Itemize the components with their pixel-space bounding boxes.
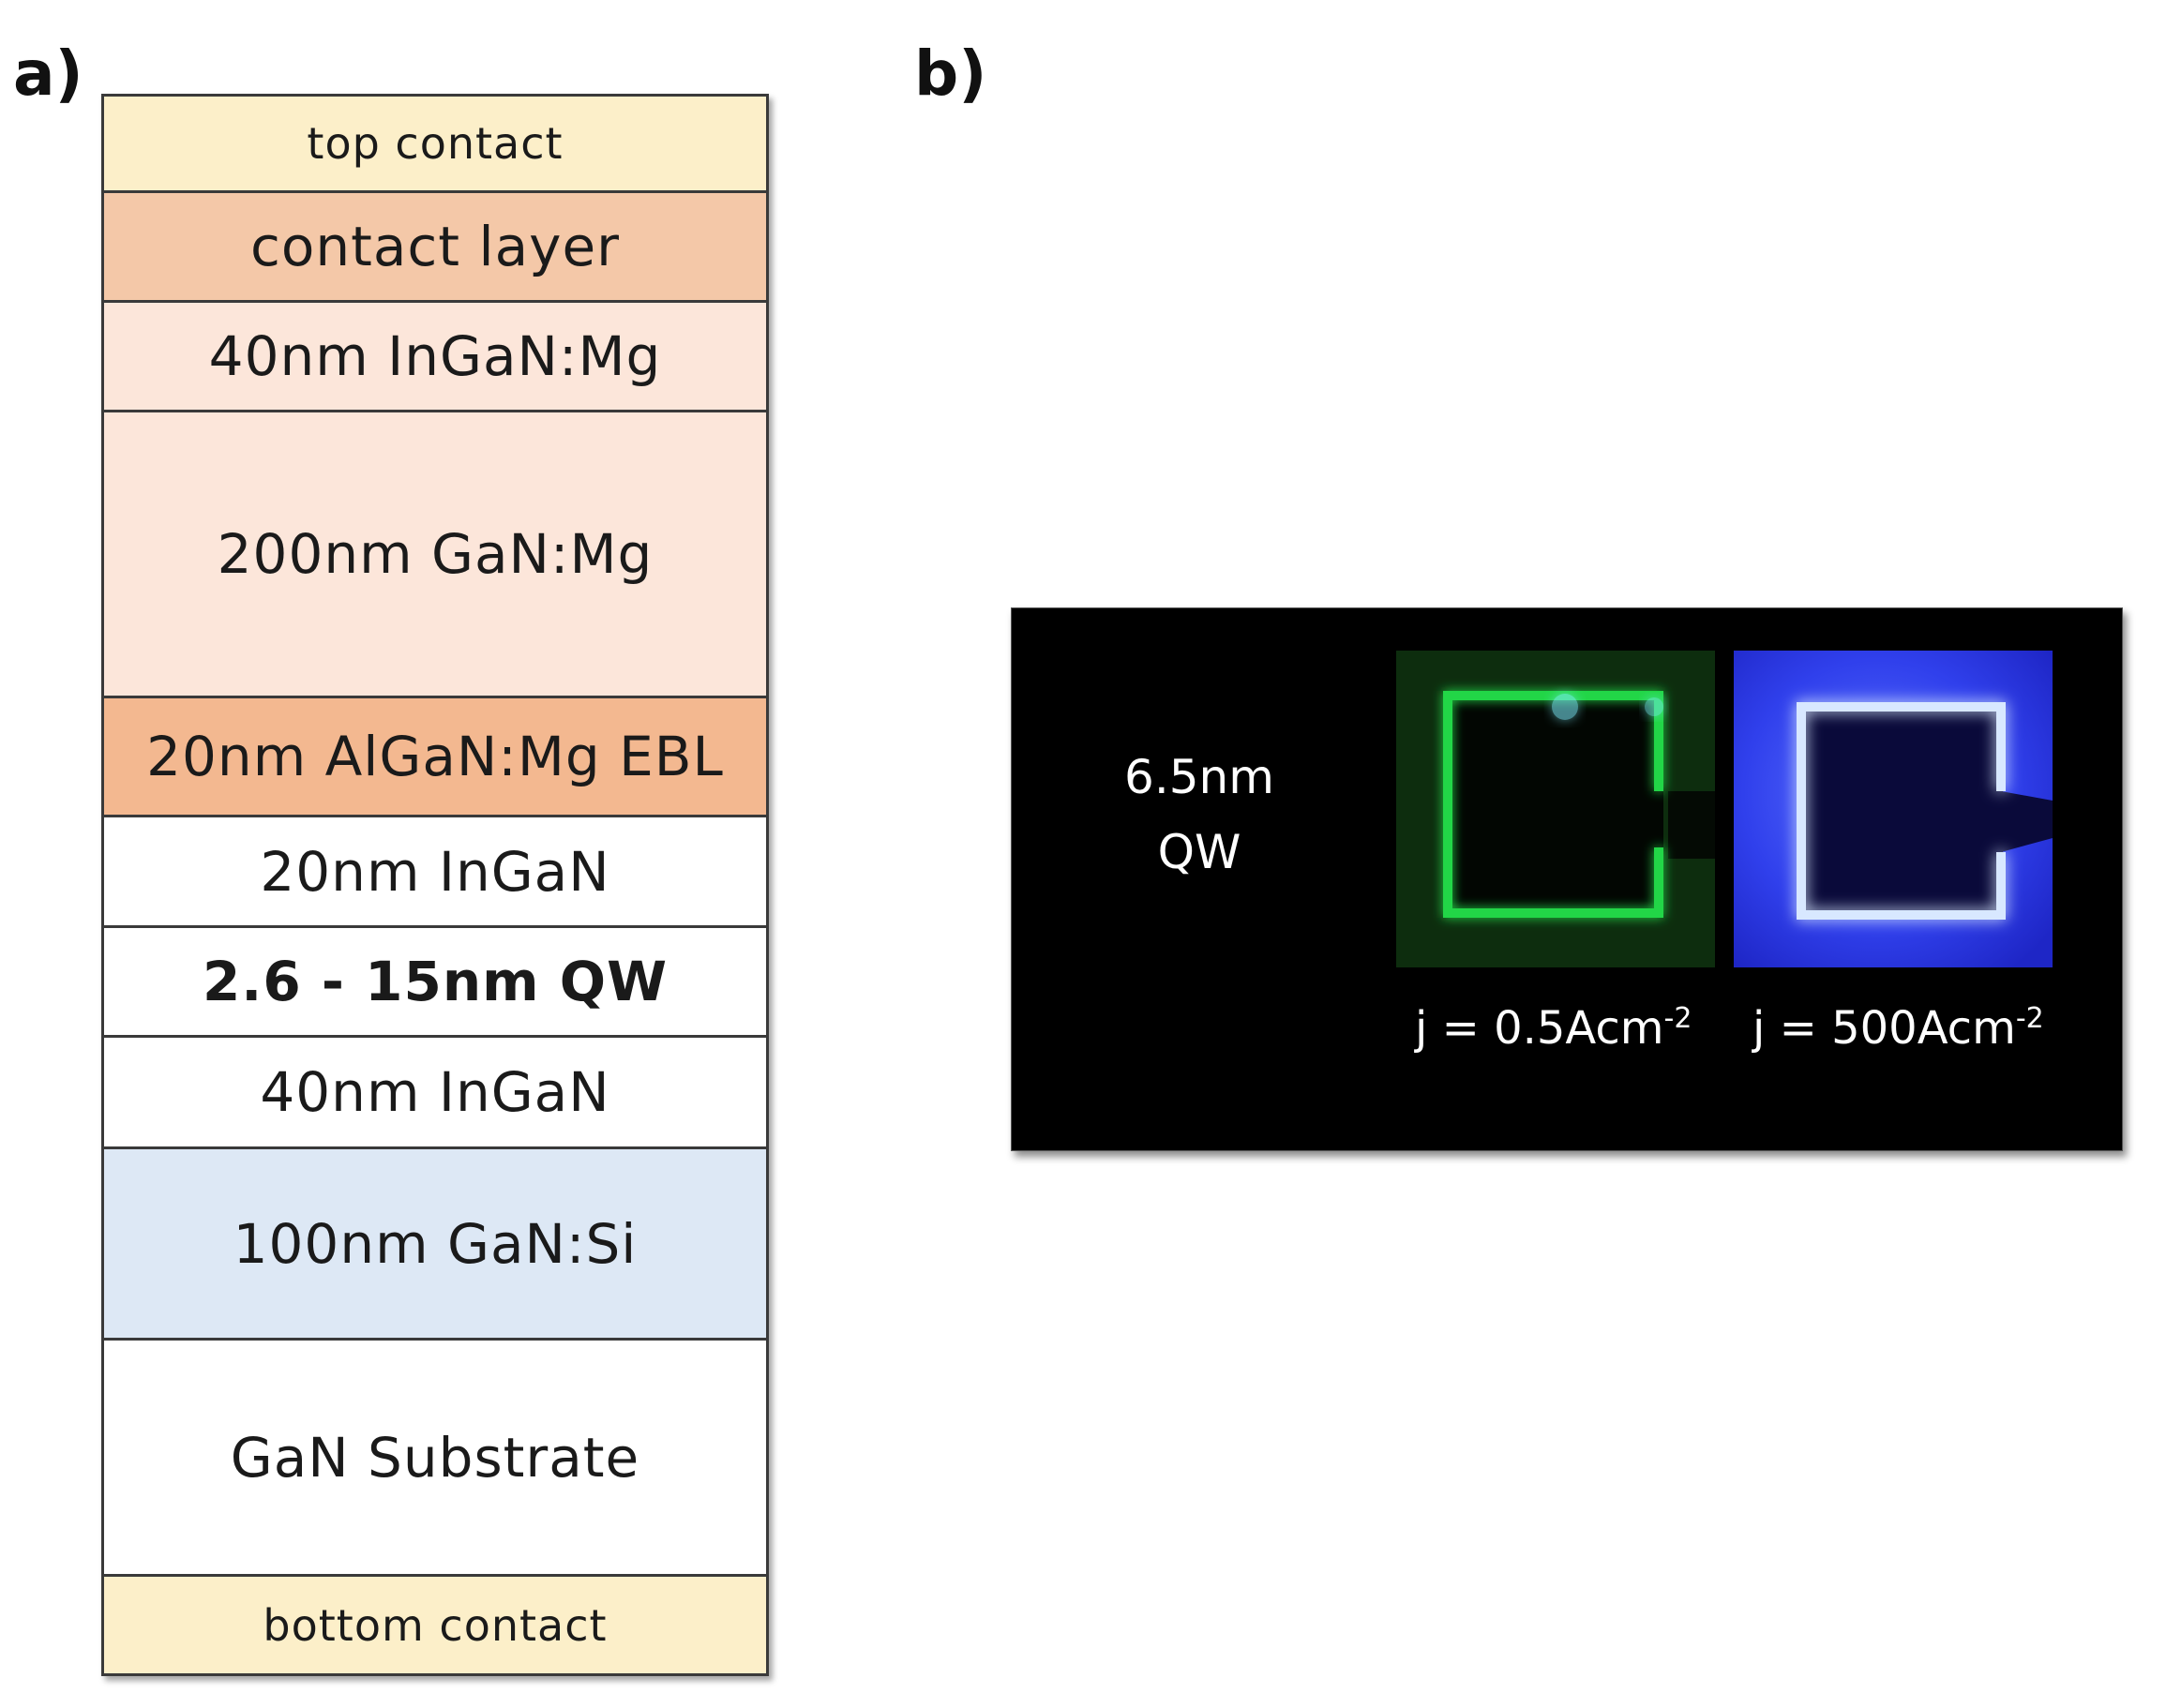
electroluminescence-photo-panel: 6.5nm QW [1011,607,2123,1151]
blue-current-density-label: j = 500Acm-2 [1752,1002,2044,1055]
green-current-density-label: j = 0.5Acm-2 [1415,1002,1692,1055]
layer-label: 40nm InGaN [260,1060,610,1124]
blue-led-square-icon [1734,651,2053,967]
layer-label: contact layer [250,215,620,278]
layer-gan-substrate: GaN Substrate [101,1338,769,1577]
green-led-square-icon [1396,651,1715,967]
blue-emission-image [1734,651,2053,967]
current-density-text: j = 500Acm [1752,1002,2016,1055]
layer-label: 100nm GaN:Si [233,1211,638,1276]
layer-contact-layer: contact layer [101,190,769,303]
qw-text: QW [1157,825,1241,879]
layer-gan-mg: 200nm GaN:Mg [101,410,769,698]
layer-bottom-contact: bottom contact [101,1574,769,1676]
layer-label: top contact [307,118,564,169]
layer-quantum-well: 2.6 - 15nm QW [101,925,769,1038]
layer-ingan-mg: 40nm InGaN:Mg [101,300,769,412]
layer-label: 40nm InGaN:Mg [208,324,662,388]
layer-label: 20nm InGaN [260,839,610,904]
layer-label: 200nm GaN:Mg [217,522,654,586]
qw-thickness-text: 6.5nm [1124,750,1274,804]
panel-label-b: b) [914,37,987,110]
layer-gan-si: 100nm GaN:Si [101,1146,769,1341]
layer-label: GaN Substrate [230,1425,640,1490]
layer-algan-ebl: 20nm AlGaN:Mg EBL [101,696,769,817]
layer-stack-diagram: top contact contact layer 40nm InGaN:Mg … [101,94,769,1676]
quantum-well-label: 6.5nm QW [1106,740,1293,890]
current-density-exponent: -2 [2015,1002,2044,1035]
layer-label: 20nm AlGaN:Mg EBL [146,725,724,788]
current-density-text: j = 0.5Acm [1415,1002,1664,1055]
panel-label-a: a) [13,37,83,110]
current-density-exponent: -2 [1663,1002,1692,1035]
green-emission-image [1396,651,1715,967]
layer-ingan-40nm: 40nm InGaN [101,1035,769,1149]
layer-label: 2.6 - 15nm QW [202,950,669,1013]
layer-top-contact: top contact [101,94,769,193]
layer-ingan-20nm: 20nm InGaN [101,815,769,928]
layer-label: bottom contact [263,1599,608,1651]
